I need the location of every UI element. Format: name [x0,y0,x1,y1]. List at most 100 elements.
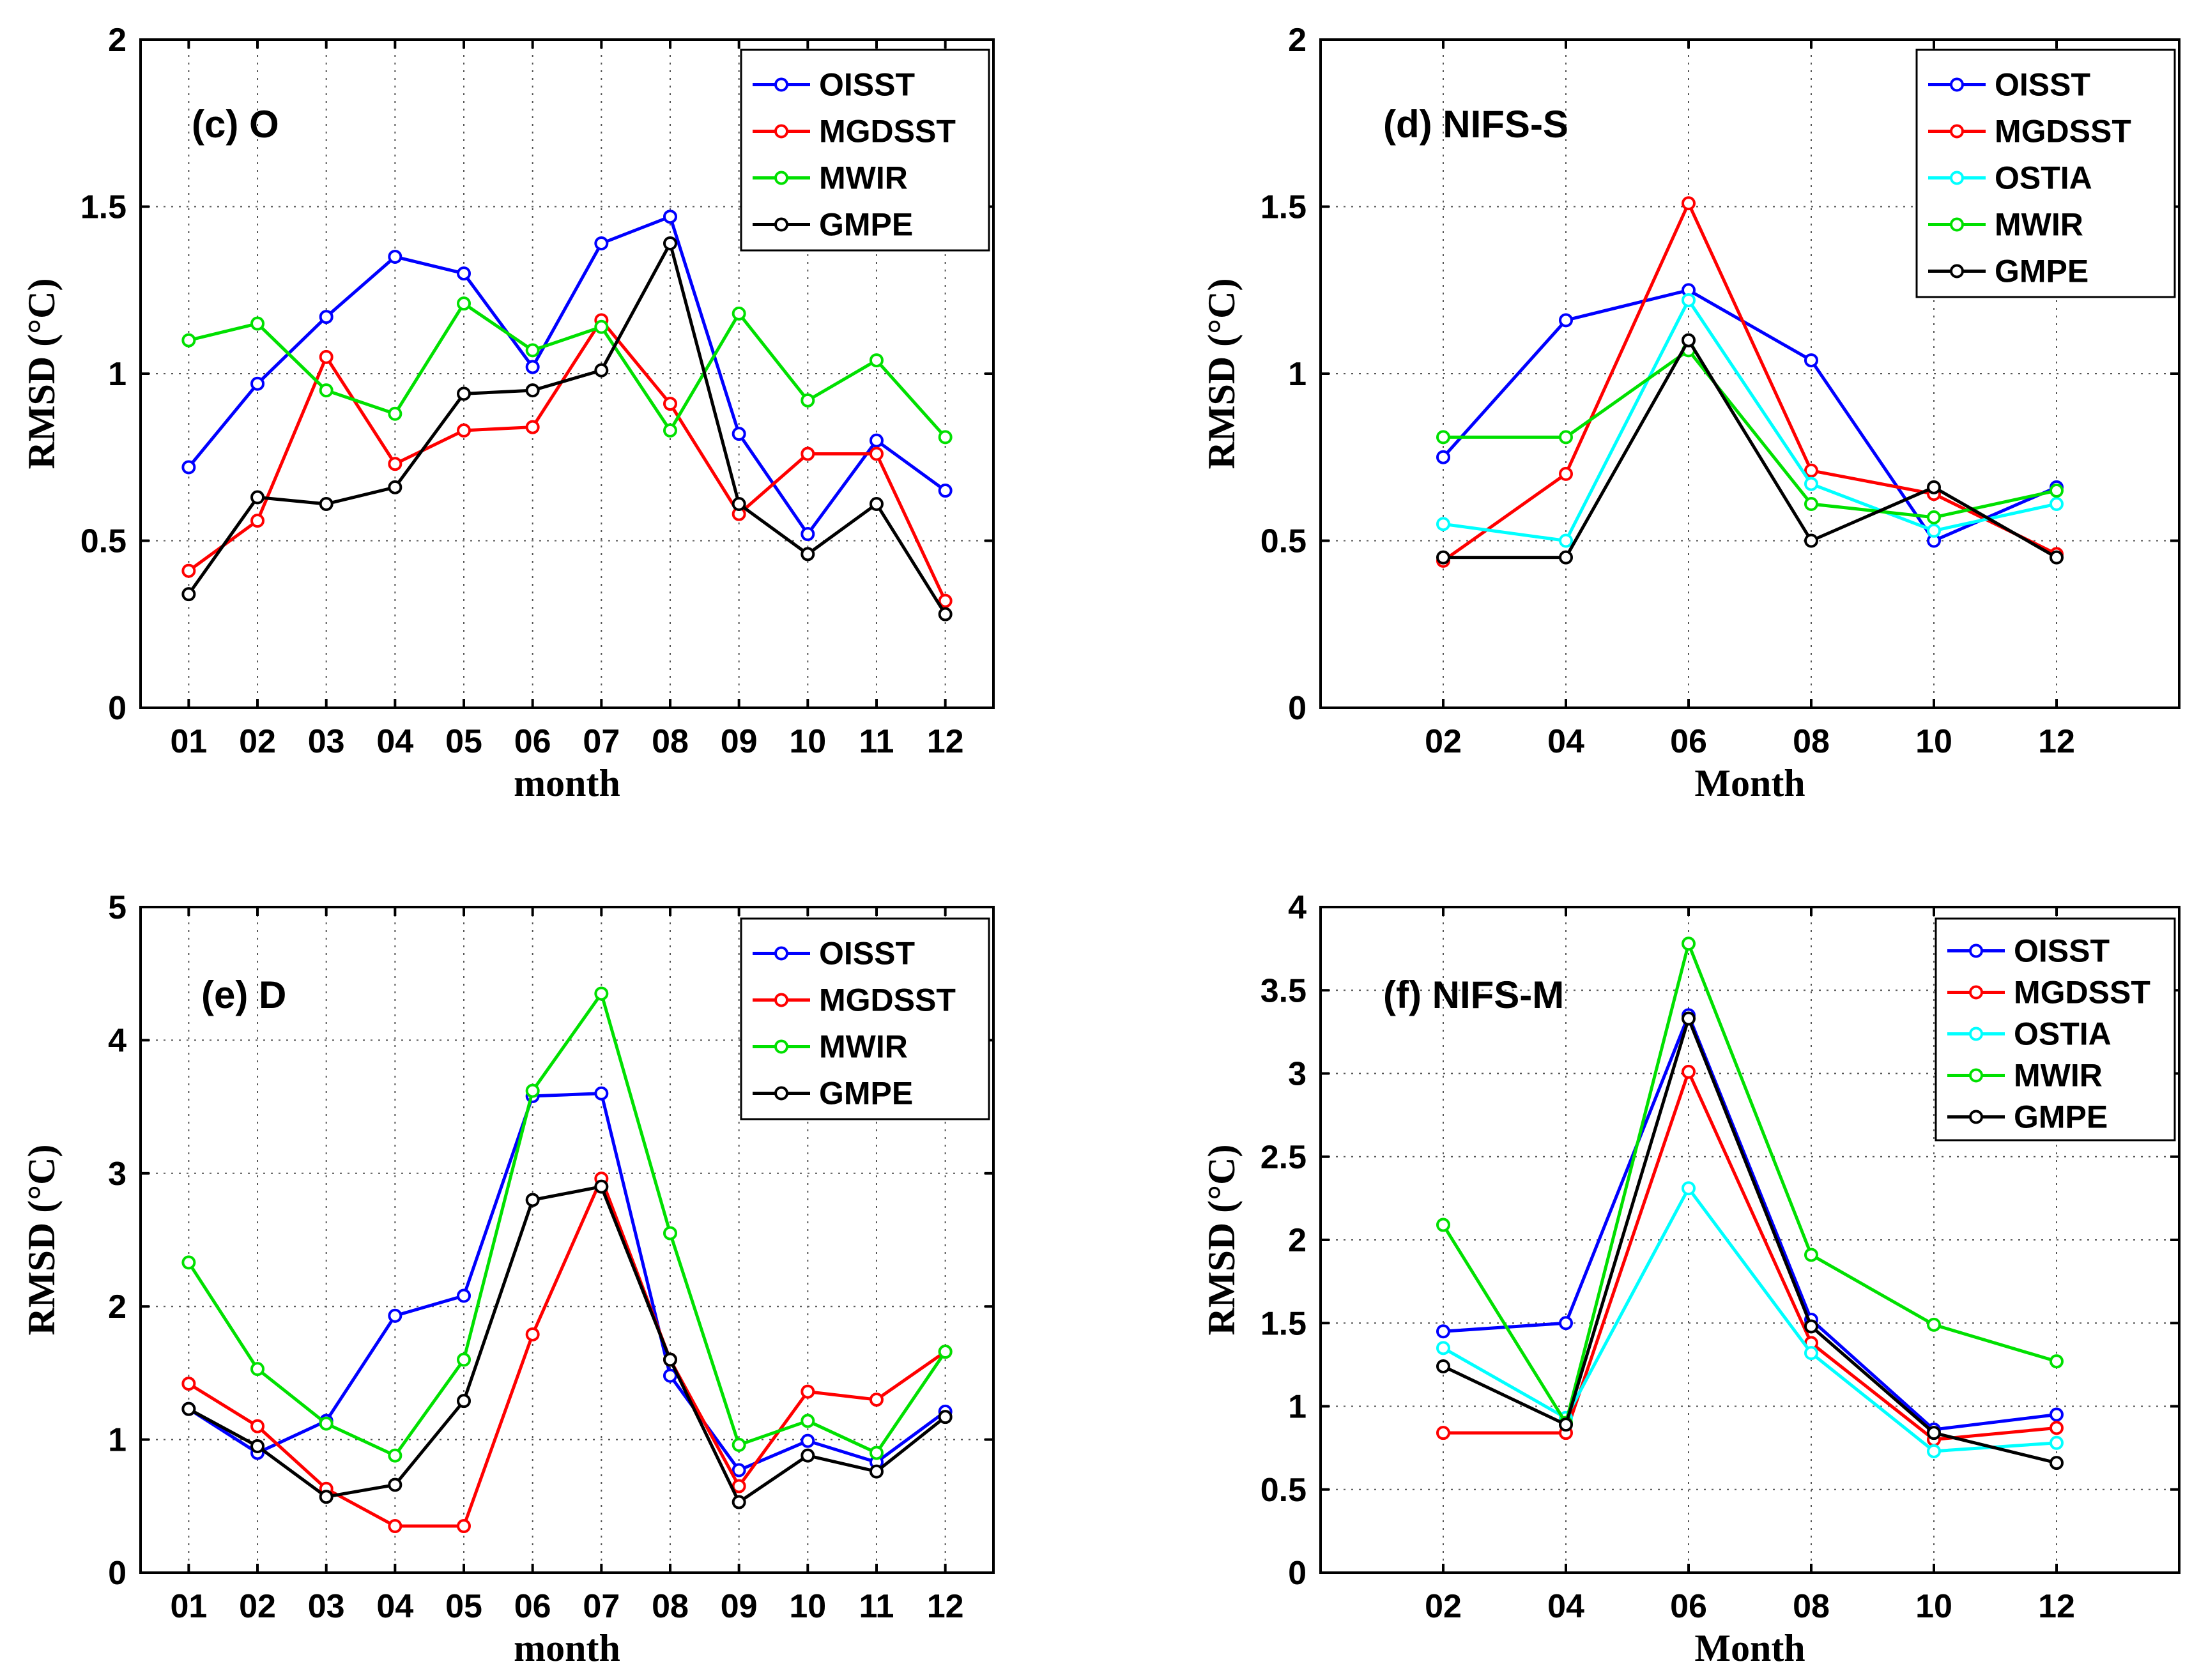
data-point-oisst [732,427,746,441]
legend-label: MGDSST [819,982,956,1018]
data-point-mgdsst [1559,466,1573,481]
data-point-gmpe [732,496,746,511]
data-point-mwir [869,353,884,368]
data-point-gmpe [250,490,265,505]
data-point-mwir [525,343,540,358]
legend-label: OSTIA [1995,160,2092,196]
data-point-mgdsst [732,1479,746,1493]
data-point-mwir [1927,510,1941,524]
x-tick-label: 01 [170,723,207,760]
y-tick-label: 2 [108,22,126,59]
chart-panel-1: 0 0.5 1 1.5 2 01 02 03 04 05 06 07 08 09 10 11 12 month RM… [20,22,995,804]
data-point-mwir [525,1083,540,1098]
y-tick-label: 4 [1288,889,1307,926]
x-tick-label: 02 [1425,723,1462,760]
data-point-gmpe [319,496,333,511]
data-point-oisst [250,376,265,391]
legend-label: MGDSST [1995,114,2131,149]
data-point-mwir [801,1414,815,1428]
y-tick-label: 3.5 [1261,972,1307,1009]
x-tick-label: 09 [721,1588,758,1625]
x-axis-title: Month [1694,1627,1805,1669]
y-axis-title: RMSD (°C) [1200,1145,1243,1336]
y-tick-label: 1 [1288,1389,1307,1426]
x-tick-label: 07 [583,723,620,760]
series-line-mwir [1443,348,2057,519]
y-tick-label: 2.5 [1261,1139,1307,1176]
data-point-gmpe [181,1401,196,1416]
x-tick-label: 05 [445,1588,482,1625]
y-tick-label: 4 [108,1022,126,1059]
data-point-ostia [1804,477,1818,491]
data-point-mgdsst [457,1519,471,1534]
data-point-oisst [801,1433,815,1448]
legend-label: MWIR [819,1029,908,1065]
x-tick-label: 08 [652,723,689,760]
data-point-ostia [1927,1444,1941,1458]
x-tick-label: 11 [859,723,894,760]
data-point-gmpe [732,1495,746,1509]
data-point-gmpe [1682,1011,1696,1026]
data-point-gmpe [457,1394,471,1409]
series-line-ostia [1442,1186,2057,1453]
series-line-ostia [1443,298,2057,542]
legend-marker-mwir [774,171,788,185]
series-line-oisst [187,215,947,536]
data-point-gmpe [1804,1319,1818,1334]
legend-marker-mgdsst [1950,124,1964,139]
data-point-mgdsst [388,1519,402,1534]
data-point-mwir [457,296,471,311]
data-point-mwir [319,1416,333,1431]
x-tick-label: 06 [1670,723,1707,760]
panel-label: (d) NIFS-S [1383,103,1568,146]
data-point-gmpe [801,547,815,561]
data-point-oisst [938,484,953,498]
data-point-mwir [2050,1354,2064,1369]
data-point-mwir [594,319,609,334]
data-point-ostia [2050,1435,2064,1450]
series-line-mwir [187,991,947,1458]
data-point-mwir [319,383,333,398]
x-tick-label: 12 [2038,1588,2075,1625]
data-point-ostia [2050,496,2064,511]
legend-label: OISST [819,936,915,972]
y-tick-label: 0 [1288,690,1307,727]
series-line-mgdsst [188,1177,947,1528]
data-point-gmpe [938,607,953,622]
data-point-mgdsst [457,423,471,438]
legend-label: OISST [1995,67,2090,103]
x-tick-label: 07 [583,1588,620,1625]
data-point-mwir [388,1448,402,1463]
panel-label: (f) NIFS-M [1383,974,1564,1016]
x-tick-label: 03 [308,723,345,760]
x-tick-label: 11 [859,1588,894,1625]
y-tick-label: 1.5 [1261,1305,1307,1342]
x-tick-label: 08 [1793,1588,1830,1625]
panel-label: (c) O [192,103,279,146]
legend-marker-gmpe [774,217,788,232]
chart-panel-4: 0 0.5 1 1.5 2 2.5 3 3.5 4 02 04 06 08 10 12 Month RMSD (… [1200,889,2181,1669]
x-tick-label: 04 [376,723,413,760]
y-tick-label: 0.5 [1261,1472,1307,1509]
data-point-mwir [938,430,953,445]
data-point-oisst [388,249,402,264]
data-point-mwir [801,393,815,408]
series-line-oisst [1442,288,2057,542]
legend-marker-oisst [774,77,788,92]
data-point-gmpe [1559,550,1573,565]
x-tick-label: 06 [1670,1588,1707,1625]
data-point-mwir [1804,496,1818,511]
data-point-mgdsst [250,1419,265,1433]
x-tick-label: 02 [239,723,276,760]
data-point-oisst [1436,450,1450,464]
data-point-mwir [250,316,265,331]
series-line-mgdsst [187,318,947,602]
data-point-mwir [938,1345,953,1359]
legend-marker-oisst [1950,77,1964,92]
data-point-oisst [181,460,196,475]
y-tick-label: 0 [108,1555,126,1592]
legend: OISST MGDSST OSTIA MWIR GMPE [1935,917,2176,1142]
data-point-gmpe [2050,1456,2064,1470]
